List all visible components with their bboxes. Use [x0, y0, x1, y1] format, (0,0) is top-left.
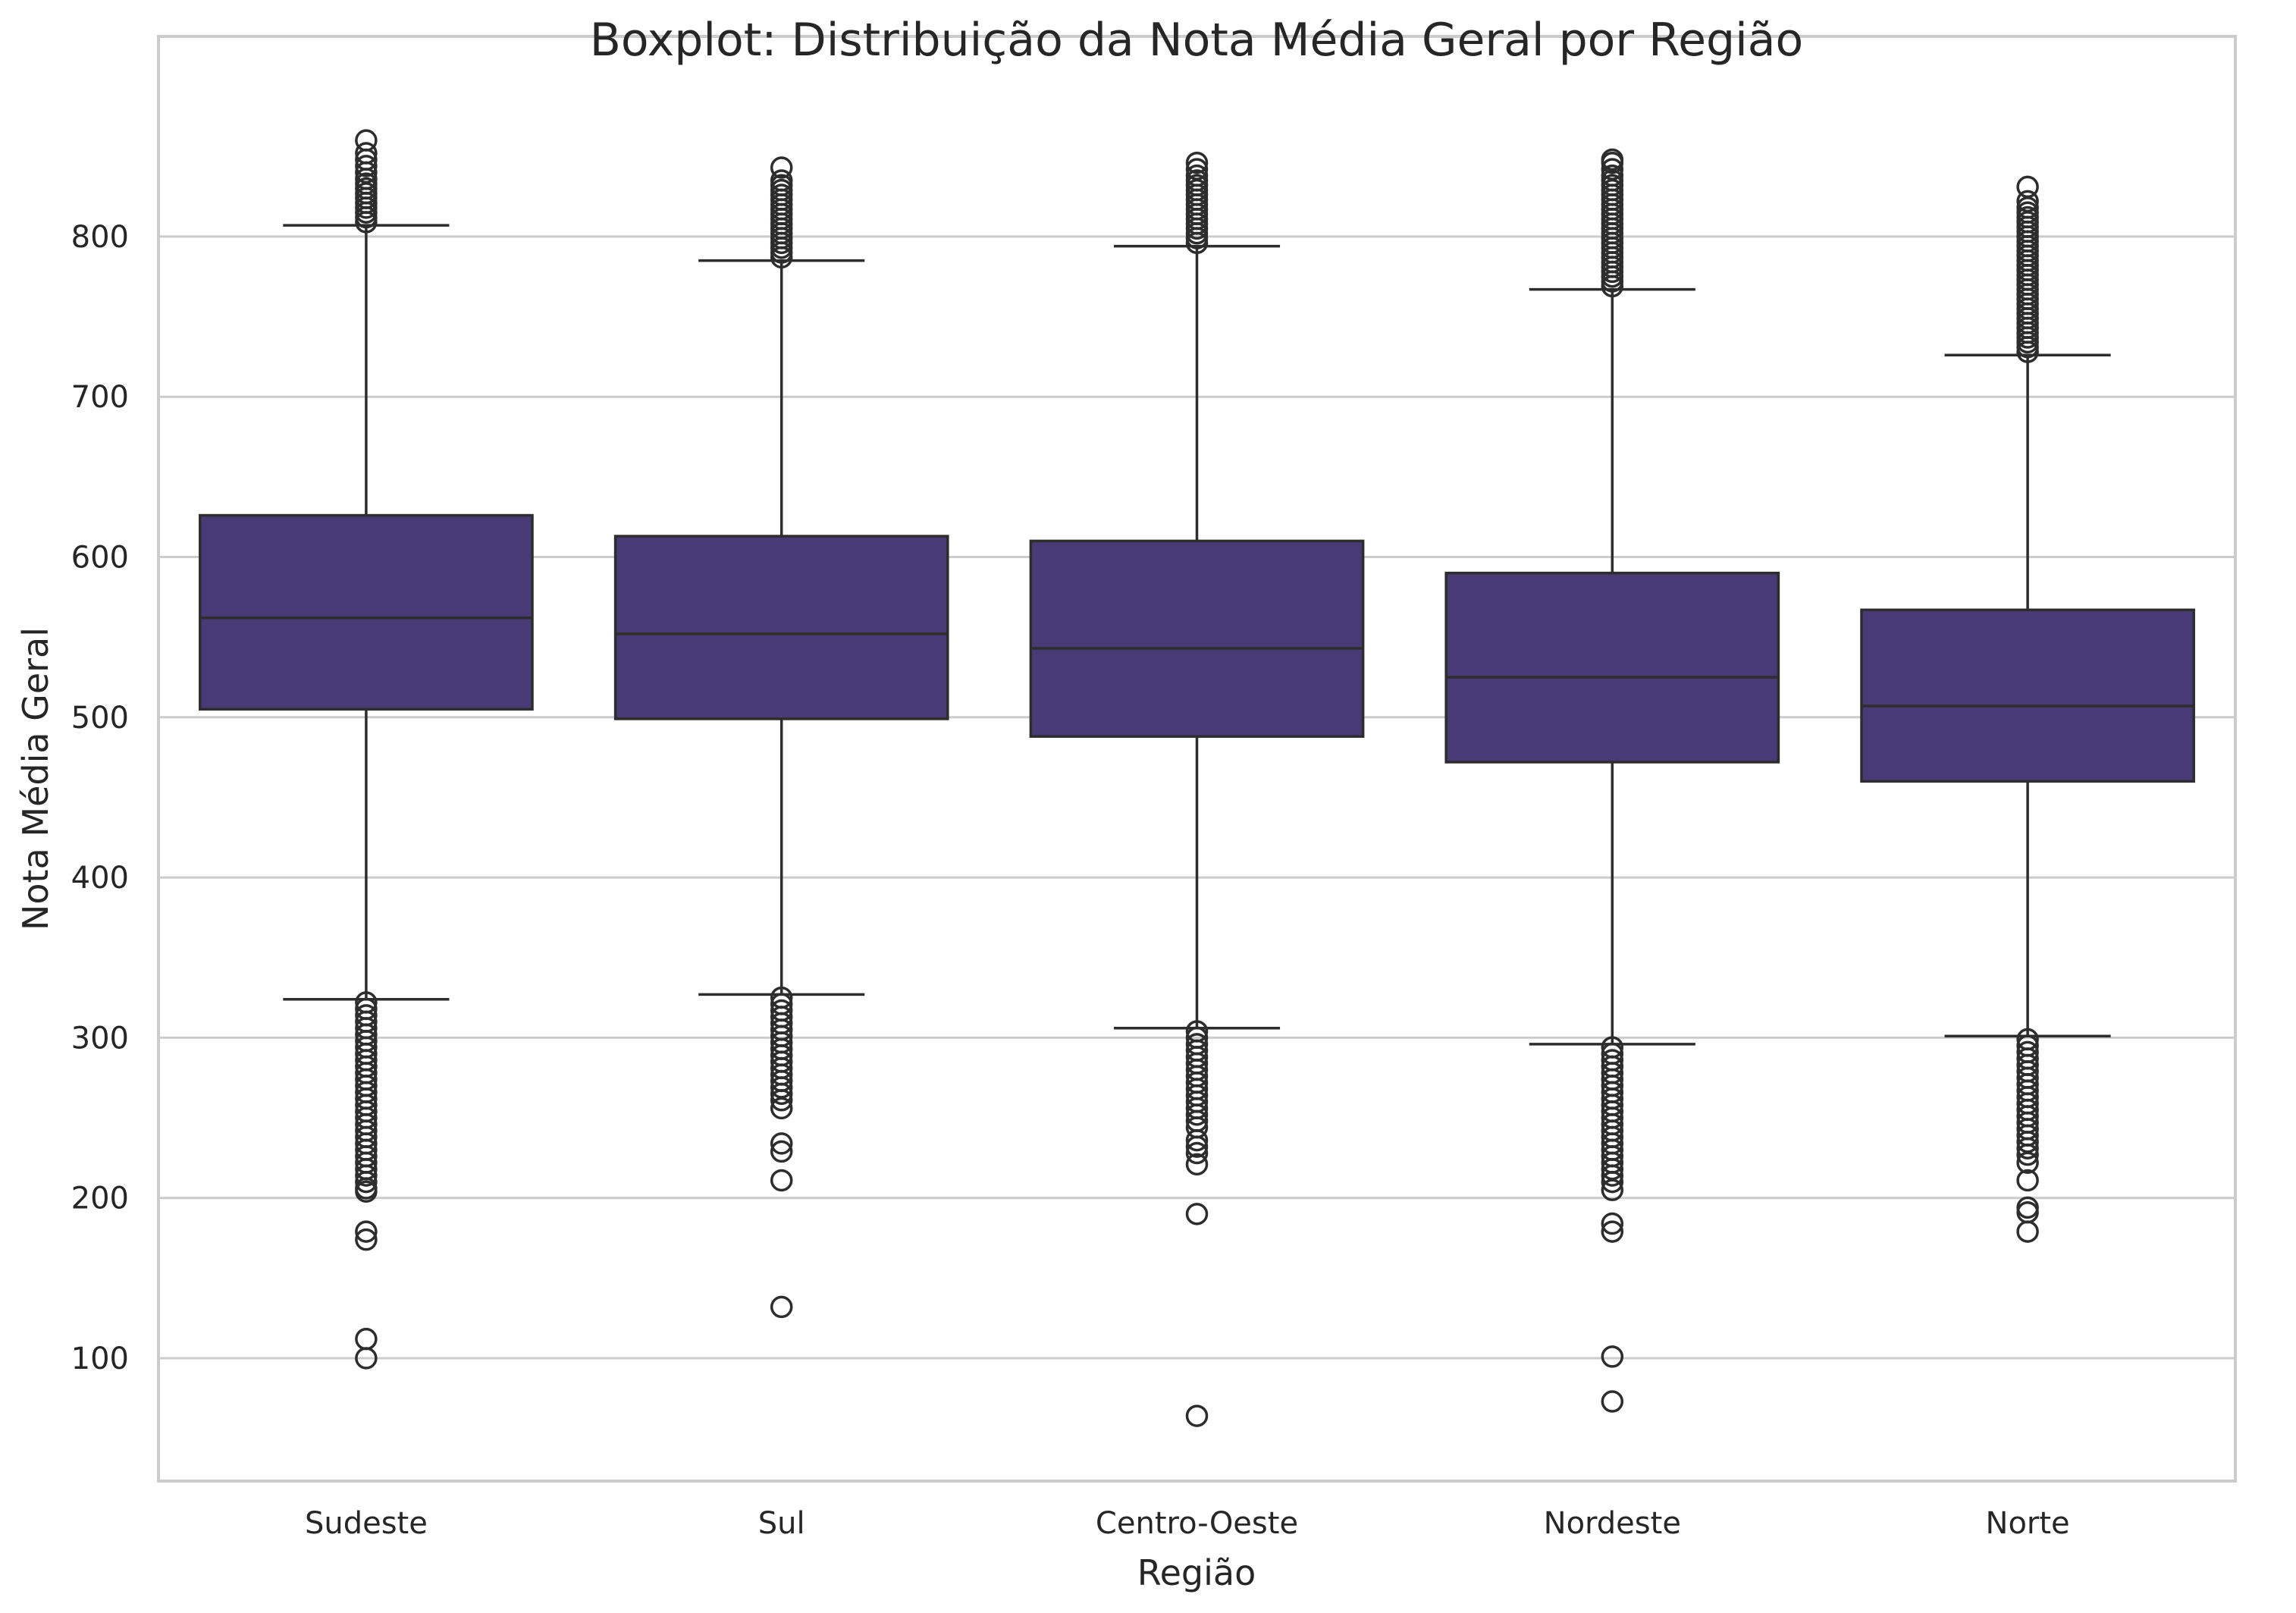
outlier-point — [2016, 175, 2039, 199]
outlier-point — [1185, 1404, 1209, 1427]
outlier-point — [355, 1220, 378, 1243]
x-tick-label: Sudeste — [305, 1506, 428, 1541]
outlier-point — [2016, 1137, 2039, 1160]
outlier-point — [2016, 190, 2039, 213]
y-tick-label: 700 — [71, 380, 129, 415]
outlier-point — [1185, 1203, 1209, 1225]
boxes — [199, 129, 2195, 1427]
y-tick-label: 100 — [71, 1342, 129, 1376]
outlier-point — [355, 1164, 378, 1187]
iqr-box — [1860, 608, 2195, 783]
outlier-point — [1185, 1153, 1209, 1176]
x-axis-label: Região — [1137, 1552, 1256, 1593]
outlier-point — [1185, 158, 1209, 180]
outlier-point — [2016, 1169, 2039, 1192]
outlier-point — [1185, 1103, 1209, 1126]
outlier-point — [355, 155, 378, 177]
box-group-nordeste — [1444, 148, 1780, 1413]
box-group-norte — [1860, 175, 2195, 1243]
box-group-centro-oeste — [1029, 151, 1365, 1427]
iqr-box — [1444, 571, 1780, 764]
outlier-point — [2016, 1220, 2039, 1243]
x-tick-label: Sul — [758, 1506, 805, 1541]
outlier-point — [1185, 151, 1209, 174]
y-tick-label: 300 — [71, 1021, 129, 1056]
outlier-point — [1601, 1390, 1624, 1413]
outlier-point — [770, 156, 793, 179]
outlier-point — [770, 1169, 793, 1192]
chart-title: Boxplot: Distribuição da Nota Média Gera… — [590, 14, 1804, 67]
outlier-point — [1601, 1164, 1624, 1187]
outlier-point — [1601, 1345, 1624, 1368]
outlier-point — [355, 1347, 378, 1370]
iqr-box — [199, 513, 534, 711]
outlier-point — [770, 1097, 793, 1120]
outlier-point — [770, 1295, 793, 1319]
iqr-box — [1029, 539, 1365, 738]
y-tick-label: 200 — [71, 1182, 129, 1216]
outlier-point — [770, 1082, 793, 1106]
y-tick-labels: 100 200 300 400 500 600 700 800 — [71, 220, 129, 1376]
outlier-point — [1601, 1220, 1624, 1243]
y-tick-label: 400 — [71, 861, 129, 896]
y-axis-label: Nota Média Geral — [15, 627, 56, 930]
outlier-point — [770, 169, 793, 192]
x-tick-labels: Sudeste Sul Centro-Oeste Nordeste Norte — [305, 1506, 2070, 1541]
outlier-point — [770, 1089, 793, 1112]
box-group-sudeste — [199, 129, 534, 1370]
y-tick-label: 800 — [71, 220, 129, 255]
plot-frame — [157, 35, 2237, 1483]
outlier-point — [1601, 158, 1624, 180]
y-tick-label: 600 — [71, 541, 129, 576]
x-tick-label: Nordeste — [1544, 1506, 1681, 1541]
x-tick-label: Centro-Oeste — [1096, 1506, 1298, 1541]
outlier-point — [355, 142, 378, 165]
outlier-point — [1601, 1212, 1624, 1235]
outlier-point — [1601, 1170, 1624, 1194]
outlier-point — [770, 1140, 793, 1163]
box-group-sul — [613, 156, 949, 1319]
outlier-point — [355, 1170, 378, 1194]
outlier-point — [1185, 1128, 1209, 1152]
outlier-point — [1185, 1135, 1209, 1158]
x-tick-label: Norte — [1986, 1506, 2070, 1541]
outlier-point — [355, 129, 378, 152]
outlier-point — [1185, 1141, 1209, 1165]
outlier-point — [355, 1180, 378, 1203]
y-tick-label: 500 — [71, 701, 129, 736]
iqr-box — [613, 535, 949, 720]
outlier-point — [1185, 164, 1209, 187]
outlier-point — [355, 1228, 378, 1251]
outlier-point — [1601, 164, 1624, 187]
outlier-point — [1601, 1178, 1624, 1201]
outlier-point — [770, 1132, 793, 1155]
outlier-point — [1601, 148, 1624, 171]
outlier-point — [2016, 1143, 2039, 1166]
outlier-point — [2016, 1151, 2039, 1174]
